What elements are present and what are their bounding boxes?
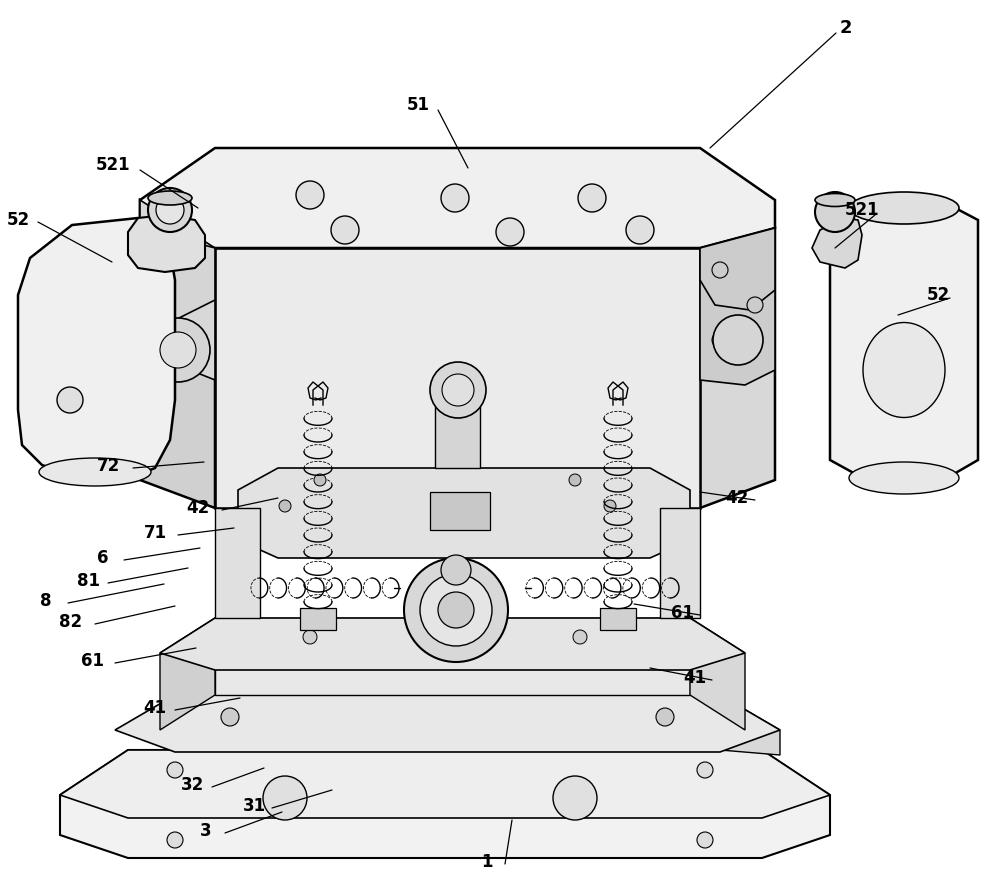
Polygon shape xyxy=(60,750,830,858)
Circle shape xyxy=(263,776,307,820)
Text: 52: 52 xyxy=(6,211,30,229)
Text: 52: 52 xyxy=(926,286,950,304)
Text: 3: 3 xyxy=(200,822,212,840)
Circle shape xyxy=(314,474,326,486)
Circle shape xyxy=(438,592,474,628)
Polygon shape xyxy=(660,508,700,618)
Circle shape xyxy=(221,708,239,726)
Circle shape xyxy=(57,387,83,413)
Polygon shape xyxy=(812,218,862,268)
Polygon shape xyxy=(18,218,175,478)
Polygon shape xyxy=(175,695,720,750)
Text: 51: 51 xyxy=(406,96,430,114)
Text: 8: 8 xyxy=(40,592,52,610)
Polygon shape xyxy=(115,695,780,752)
Text: 6: 6 xyxy=(97,549,109,567)
Circle shape xyxy=(656,708,674,726)
Circle shape xyxy=(296,181,324,209)
Text: 41: 41 xyxy=(683,669,707,687)
Circle shape xyxy=(441,184,469,212)
Circle shape xyxy=(148,188,192,232)
Text: 72: 72 xyxy=(96,457,120,475)
Polygon shape xyxy=(160,618,745,670)
Ellipse shape xyxy=(148,191,192,205)
Circle shape xyxy=(604,500,616,512)
Text: 41: 41 xyxy=(143,699,167,717)
Polygon shape xyxy=(215,508,260,618)
Polygon shape xyxy=(215,248,700,508)
Polygon shape xyxy=(238,468,690,558)
Circle shape xyxy=(160,332,196,368)
Text: 61: 61 xyxy=(670,604,694,622)
Circle shape xyxy=(279,500,291,512)
Text: 82: 82 xyxy=(59,613,83,631)
Polygon shape xyxy=(130,228,215,320)
Circle shape xyxy=(167,832,183,848)
Text: 1: 1 xyxy=(481,853,493,871)
Polygon shape xyxy=(435,390,480,468)
Polygon shape xyxy=(430,492,490,530)
Polygon shape xyxy=(140,200,215,380)
Text: 521: 521 xyxy=(845,201,879,219)
Ellipse shape xyxy=(39,458,151,486)
Polygon shape xyxy=(140,148,775,248)
Circle shape xyxy=(442,374,474,406)
Circle shape xyxy=(331,216,359,244)
Circle shape xyxy=(573,630,587,644)
Text: 81: 81 xyxy=(76,572,100,590)
Ellipse shape xyxy=(815,194,855,206)
Polygon shape xyxy=(600,608,636,630)
Polygon shape xyxy=(690,618,745,730)
Polygon shape xyxy=(700,228,775,508)
Circle shape xyxy=(156,196,184,224)
Circle shape xyxy=(578,184,606,212)
Polygon shape xyxy=(160,618,215,730)
Circle shape xyxy=(626,216,654,244)
Text: 2: 2 xyxy=(840,19,852,37)
Polygon shape xyxy=(140,200,215,508)
Text: 521: 521 xyxy=(96,156,130,174)
Circle shape xyxy=(146,318,210,382)
Polygon shape xyxy=(700,228,775,385)
Text: 71: 71 xyxy=(143,524,167,542)
Ellipse shape xyxy=(863,322,945,418)
Circle shape xyxy=(553,776,597,820)
Polygon shape xyxy=(720,695,780,755)
Polygon shape xyxy=(830,200,978,482)
Circle shape xyxy=(569,474,581,486)
Circle shape xyxy=(697,832,713,848)
Polygon shape xyxy=(300,608,336,630)
Text: 61: 61 xyxy=(80,652,104,670)
Circle shape xyxy=(712,262,728,278)
Text: 42: 42 xyxy=(186,499,210,517)
Text: 31: 31 xyxy=(242,797,266,815)
Circle shape xyxy=(747,297,763,313)
Circle shape xyxy=(496,218,524,246)
Text: 42: 42 xyxy=(725,489,749,507)
Text: 32: 32 xyxy=(180,776,204,794)
Polygon shape xyxy=(128,215,205,272)
Ellipse shape xyxy=(849,462,959,494)
Circle shape xyxy=(441,555,471,585)
Circle shape xyxy=(420,574,492,646)
Circle shape xyxy=(712,332,728,348)
Circle shape xyxy=(430,362,486,418)
Ellipse shape xyxy=(849,192,959,224)
Polygon shape xyxy=(215,618,690,695)
Polygon shape xyxy=(60,750,830,818)
Circle shape xyxy=(303,630,317,644)
Circle shape xyxy=(167,762,183,778)
Polygon shape xyxy=(700,228,775,310)
Circle shape xyxy=(404,558,508,662)
Circle shape xyxy=(697,762,713,778)
Circle shape xyxy=(713,315,763,365)
Circle shape xyxy=(815,192,855,232)
